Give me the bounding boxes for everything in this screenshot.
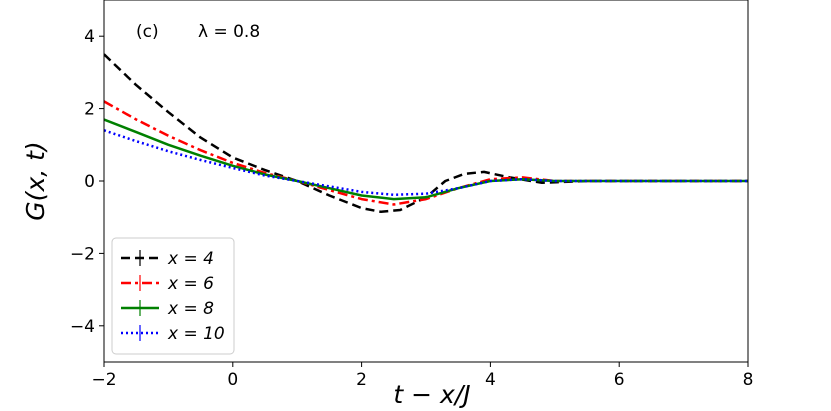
y-tick-label: 2 bbox=[84, 100, 95, 120]
legend: x = 4 x = 6 x = 8 x = 10 bbox=[111, 237, 235, 355]
y-axis: −4 −2 0 2 4 bbox=[70, 27, 104, 337]
series-layer bbox=[104, 53, 748, 214]
x-tick-label: 8 bbox=[743, 370, 754, 390]
x-tick-label: −2 bbox=[91, 370, 116, 390]
y-tick-label: 4 bbox=[84, 27, 95, 47]
x-axis-label: t − x/J bbox=[393, 380, 470, 409]
y-tick-label: 0 bbox=[84, 172, 95, 192]
legend-label-3: x = 8 bbox=[167, 299, 214, 319]
series-line-4 bbox=[104, 129, 748, 197]
x-tick-label: 0 bbox=[227, 370, 238, 390]
legend-label-1: x = 4 bbox=[167, 249, 214, 269]
legend-label-4: x = 10 bbox=[167, 324, 225, 344]
x-tick-label: 2 bbox=[356, 370, 367, 390]
legend-entries: x = 4 x = 6 x = 8 x = 10 bbox=[121, 249, 225, 344]
x-tick-label: 4 bbox=[485, 370, 496, 390]
y-tick-label: −4 bbox=[70, 317, 95, 337]
x-axis: −2 0 2 4 6 8 bbox=[91, 362, 753, 390]
y-tick-label: −2 bbox=[70, 244, 95, 264]
legend-box bbox=[111, 237, 235, 355]
panel-label: (c) bbox=[136, 22, 159, 42]
lambda-annotation: λ = 0.8 bbox=[198, 22, 260, 42]
y-axis-label: G(x, t) bbox=[21, 141, 50, 220]
legend-label-2: x = 6 bbox=[167, 274, 214, 294]
x-tick-label: 6 bbox=[614, 370, 625, 390]
